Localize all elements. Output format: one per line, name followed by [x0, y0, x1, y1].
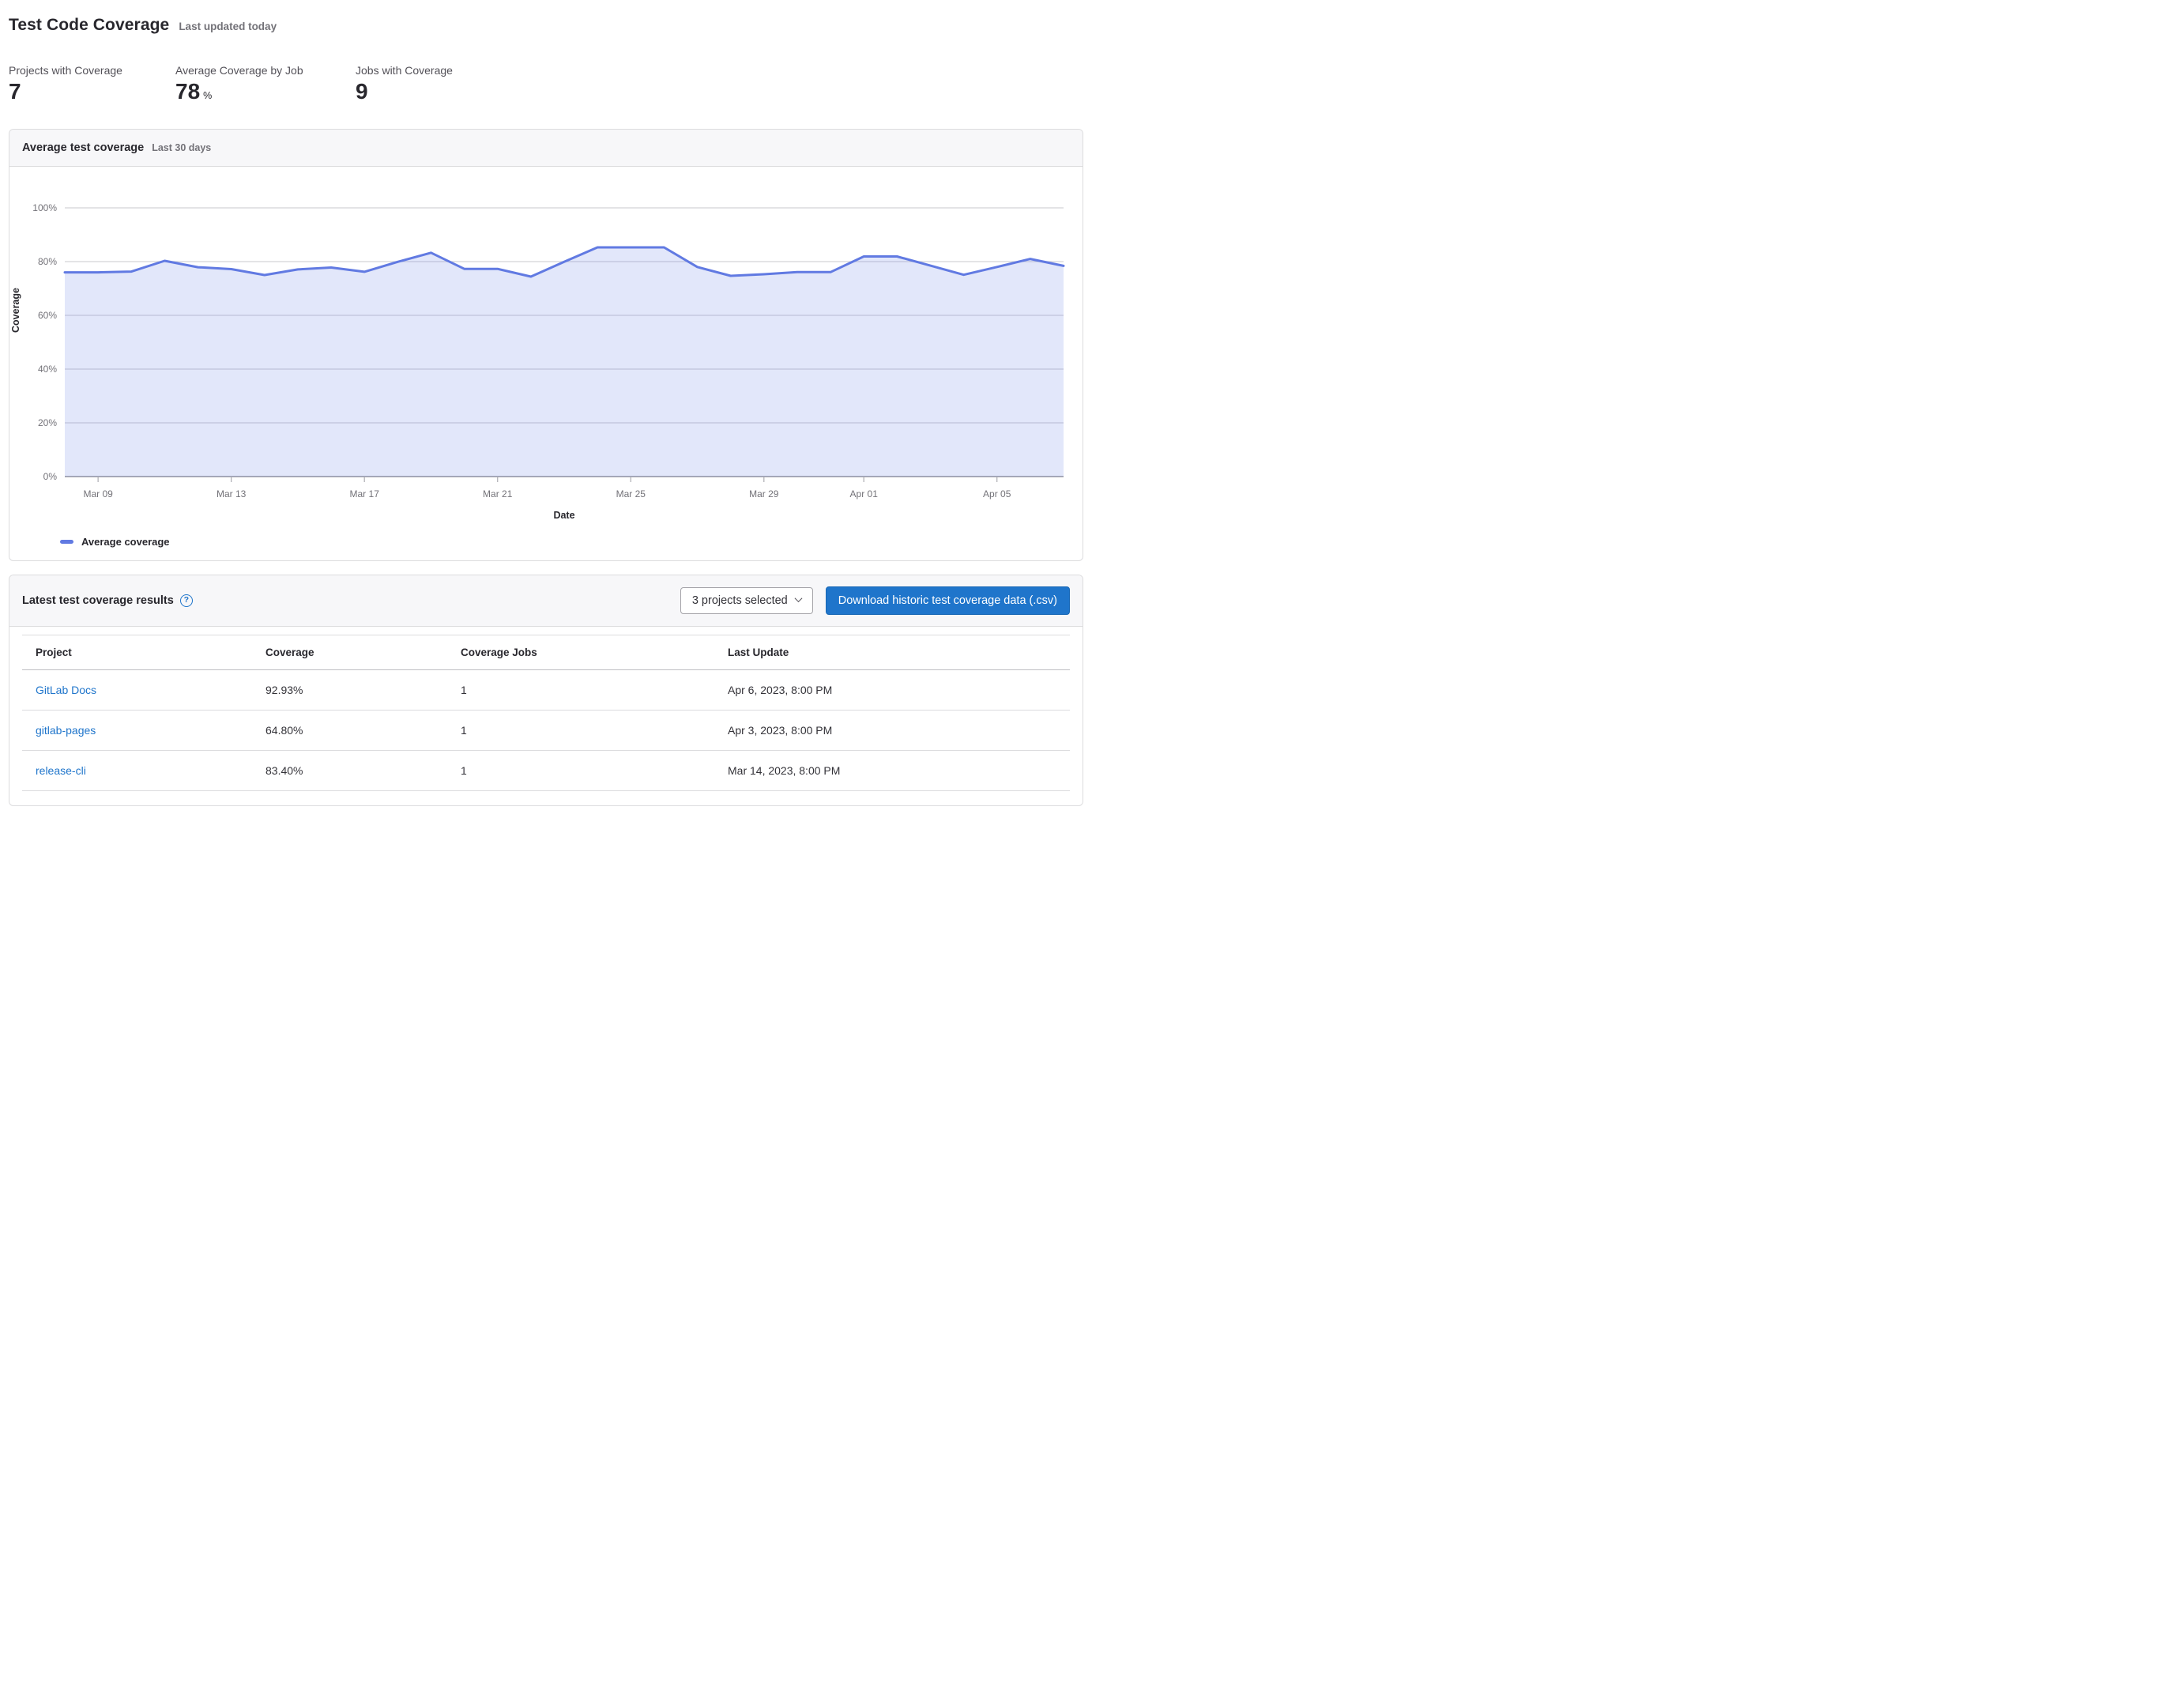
- table-row: GitLab Docs 92.93%1Apr 6, 2023, 8:00 PM: [22, 669, 1070, 710]
- coverage-jobs-value: 1: [447, 710, 714, 750]
- svg-text:Apr 05: Apr 05: [983, 488, 1011, 499]
- stat-unit: %: [203, 90, 212, 101]
- last-update-value: Mar 14, 2023, 8:00 PM: [714, 750, 1070, 790]
- svg-text:100%: 100%: [32, 202, 57, 213]
- stat-value: 78: [175, 80, 200, 104]
- coverage-chart: Coverage 0% 20% 40% 60% 80% 100% Mar 09 Mar 13 M…: [9, 167, 1083, 560]
- page-header: Test Code Coverage Last updated today: [9, 16, 1083, 35]
- coverage-area-chart-canvas[interactable]: 0% 20% 40% 60% 80% 100% Mar 09 Mar 13 Mar 17 Mar …: [22, 173, 1073, 526]
- stat-label: Jobs with Coverage: [356, 64, 453, 77]
- test-code-coverage-page: Test Code Coverage Last updated today Pr…: [0, 0, 1092, 806]
- svg-text:60%: 60%: [38, 310, 57, 321]
- last-update-value: Apr 6, 2023, 8:00 PM: [714, 669, 1070, 710]
- coverage-jobs-value: 1: [447, 669, 714, 710]
- coverage-table-body: GitLab Docs92.93%1Apr 6, 2023, 8:00 PMgi…: [22, 669, 1070, 790]
- table-row: release-cli 83.40%1Mar 14, 2023, 8:00 PM: [22, 750, 1070, 790]
- latest-test-coverage-results-card: Latest test coverage results ? 3 project…: [9, 575, 1083, 806]
- last-update-value: Apr 3, 2023, 8:00 PM: [714, 710, 1070, 750]
- svg-text:Mar 09: Mar 09: [83, 488, 113, 499]
- stats-row: Projects with Coverage 7 Average Coverag…: [9, 64, 1083, 104]
- coverage-value: 64.80%: [252, 710, 447, 750]
- svg-text:Date: Date: [553, 510, 574, 521]
- table-card-title: Latest test coverage results: [22, 594, 174, 607]
- chart-legend[interactable]: Average coverage: [60, 536, 1070, 548]
- chart-card-title: Average test coverage: [22, 141, 144, 154]
- page-title: Test Code Coverage: [9, 16, 169, 35]
- help-question-icon[interactable]: ?: [180, 594, 193, 607]
- download-csv-button[interactable]: Download historic test coverage data (.c…: [826, 586, 1070, 615]
- svg-text:80%: 80%: [38, 256, 57, 267]
- svg-text:Mar 13: Mar 13: [217, 488, 247, 499]
- column-header: Project: [22, 635, 252, 669]
- chevron-down-icon: [794, 594, 802, 602]
- svg-text:Mar 21: Mar 21: [483, 488, 513, 499]
- projects-selected-dropdown[interactable]: 3 projects selected: [680, 587, 813, 614]
- chart-card-subtitle: Last 30 days: [152, 142, 211, 153]
- table-card-header: Latest test coverage results ? 3 project…: [9, 575, 1083, 627]
- svg-text:Mar 29: Mar 29: [749, 488, 779, 499]
- coverage-value: 92.93%: [252, 669, 447, 710]
- chart-card-header: Average test coverage Last 30 days: [9, 130, 1083, 167]
- svg-text:20%: 20%: [38, 417, 57, 428]
- coverage-value: 83.40%: [252, 750, 447, 790]
- stat-projects-with-coverage: Projects with Coverage 7: [9, 64, 175, 104]
- legend-label: Average coverage: [81, 536, 170, 548]
- table-header-row: ProjectCoverageCoverage JobsLast Update: [22, 635, 1070, 669]
- stat-average-coverage-by-job: Average Coverage by Job 78 %: [175, 64, 356, 104]
- stat-value: 7: [9, 80, 21, 104]
- coverage-results-table: ProjectCoverageCoverage JobsLast Update …: [22, 635, 1070, 791]
- dropdown-value: 3 projects selected: [692, 594, 788, 607]
- svg-text:40%: 40%: [38, 364, 57, 375]
- svg-text:Mar 17: Mar 17: [350, 488, 380, 499]
- stat-label: Projects with Coverage: [9, 64, 175, 77]
- y-axis-title: Coverage: [10, 288, 21, 333]
- table-row: gitlab-pages 64.80%1Apr 3, 2023, 8:00 PM: [22, 710, 1070, 750]
- coverage-jobs-value: 1: [447, 750, 714, 790]
- average-test-coverage-card: Average test coverage Last 30 days Cover…: [9, 129, 1083, 561]
- project-link[interactable]: release-cli: [36, 764, 86, 777]
- stat-label: Average Coverage by Job: [175, 64, 356, 77]
- svg-text:Apr 01: Apr 01: [850, 488, 879, 499]
- stat-jobs-with-coverage: Jobs with Coverage 9: [356, 64, 453, 104]
- page-subtitle: Last updated today: [179, 21, 277, 32]
- stat-value: 9: [356, 80, 368, 104]
- column-header: Last Update: [714, 635, 1070, 669]
- column-header: Coverage: [252, 635, 447, 669]
- svg-text:Mar 25: Mar 25: [616, 488, 646, 499]
- legend-line-swatch: [60, 540, 73, 544]
- project-link[interactable]: gitlab-pages: [36, 724, 96, 737]
- svg-text:0%: 0%: [43, 471, 58, 482]
- project-link[interactable]: GitLab Docs: [36, 684, 96, 696]
- column-header: Coverage Jobs: [447, 635, 714, 669]
